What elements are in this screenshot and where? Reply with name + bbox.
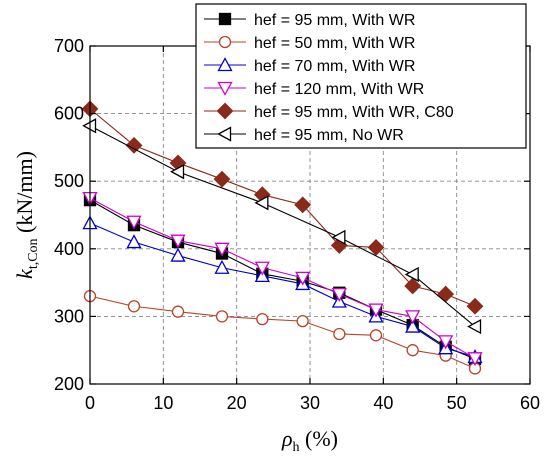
series-2-point-7: [369, 329, 383, 342]
series-6-line: [89, 125, 476, 327]
legend-marker-3: [217, 57, 233, 72]
series-4-point-5: [295, 271, 311, 286]
y-axis-symbol: k: [12, 268, 37, 279]
x-tick-label-6: 60: [520, 393, 540, 413]
series-5-point-10: [466, 297, 484, 315]
legend-marker-4: [217, 81, 233, 96]
y-tick-label-5: 700: [54, 36, 84, 56]
series-6-point-6: [331, 229, 346, 245]
series-4-point-3: [214, 242, 230, 257]
y-axis-unit: (kN/mm): [12, 151, 37, 238]
x-tick-label-5: 50: [447, 393, 467, 413]
series-2-point-8: [406, 344, 419, 357]
series-2: [83, 289, 482, 375]
series-3-point-2: [170, 247, 186, 262]
series-2-point-1: [127, 300, 141, 313]
x-tick-label-2: 20: [227, 393, 247, 413]
legend-item-5: hef = 95 mm, With WR, C80: [204, 102, 454, 121]
x-tick-label-0: 0: [85, 393, 95, 413]
series-3-point-1: [126, 234, 142, 249]
x-axis-symbol: ρ: [281, 426, 293, 451]
series-6-point-10: [467, 318, 482, 335]
y-tick-label-0: 200: [54, 374, 84, 394]
series-4-point-8: [405, 310, 421, 325]
legend-item-1: hef = 95 mm, With WR: [204, 12, 415, 29]
y-axis-subscript: t,Con: [26, 238, 41, 269]
series-4: [82, 191, 483, 367]
series-5-point-3: [213, 170, 231, 188]
legend-item-3: hef = 70 mm, With WR: [204, 57, 415, 75]
series-5-point-5: [294, 196, 312, 214]
series-5-point-8: [404, 277, 422, 295]
legend-item-6: hef = 95 mm, No WR: [204, 126, 404, 144]
legend-label-3: hef = 70 mm, With WR: [254, 58, 415, 75]
series-4-point-4: [254, 261, 270, 276]
legend-marker-2: [218, 35, 232, 49]
x-axis-label: ρh (%): [281, 426, 338, 455]
series-2-point-2: [171, 305, 185, 318]
series-3: [82, 215, 483, 364]
series-4-point-10: [467, 352, 483, 367]
series-5-point-1: [125, 136, 143, 154]
series-layer: [81, 100, 484, 375]
x-tick-label-4: 40: [373, 393, 393, 413]
legend-label-5: hef = 95 mm, With WR, C80: [254, 104, 454, 121]
series-6-point-4: [254, 195, 269, 211]
series-5-point-7: [367, 239, 385, 256]
y-tick-label-4: 600: [54, 104, 84, 124]
series-4-point-6: [331, 287, 347, 302]
series-2-point-6: [333, 327, 346, 341]
series-2-point-4: [256, 312, 269, 326]
series-2-point-3: [215, 310, 229, 323]
series-3-line: [89, 222, 476, 358]
legend-items: hef = 95 mm, With WR hef = 50 mm, With WR…: [204, 12, 454, 144]
x-tick-label-1: 10: [153, 393, 173, 413]
legend-label-2: hef = 50 mm, With WR: [254, 35, 415, 52]
y-tick-label-2: 400: [54, 239, 84, 259]
series-3-point-3: [214, 259, 230, 274]
series-2-point-5: [296, 314, 309, 328]
legend-marker-1: [218, 12, 232, 26]
series-6-point-8: [404, 266, 419, 283]
series-4-point-9: [438, 335, 454, 350]
legend-marker-5: [216, 102, 234, 120]
legend-box: [195, 3, 527, 149]
legend-marker-6: [217, 126, 232, 142]
x-tick-label-3: 30: [300, 393, 320, 413]
series-4-point-2: [170, 234, 186, 249]
x-axis-subscript: h: [293, 440, 300, 455]
series-4-point-1: [126, 215, 142, 230]
series-5-point-9: [437, 285, 455, 303]
series-3-point-8: [405, 318, 421, 333]
y-tick-label-1: 300: [54, 306, 84, 326]
ticks: 0 10 20 30 40 50 60 200 300 400 500 600 700: [54, 36, 540, 413]
series-4-point-7: [368, 303, 384, 318]
legend-label-1: hef = 95 mm, With WR: [254, 12, 415, 29]
legend: hef = 95 mm, With WR hef = 50 mm, With WR…: [195, 3, 527, 149]
series-5: [81, 100, 484, 315]
legend-item-2: hef = 50 mm, With WR: [204, 35, 415, 52]
series-6-point-2: [170, 164, 185, 180]
y-axis-label: kt,Con (kN/mm): [12, 151, 41, 279]
legend-item-4: hef = 120 mm, With WR: [204, 81, 424, 98]
legend-label-4: hef = 120 mm, With WR: [254, 81, 424, 98]
y-tick-label-3: 500: [54, 171, 84, 191]
x-axis-unit: (%): [300, 426, 338, 451]
legend-label-6: hef = 95 mm, No WR: [254, 127, 404, 144]
